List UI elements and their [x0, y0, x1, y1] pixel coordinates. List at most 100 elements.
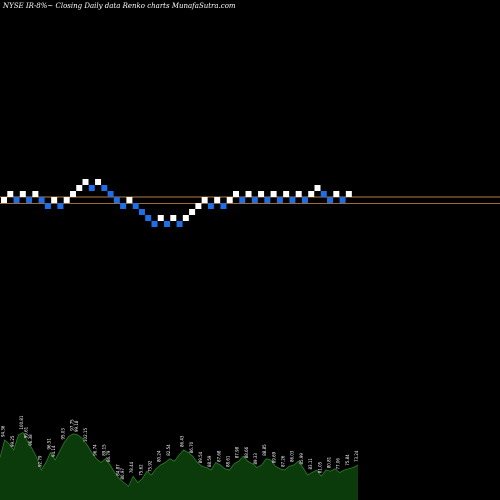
renko-brick: [1, 197, 7, 203]
volume-label: 75.92: [147, 460, 152, 472]
renko-brick: [120, 203, 127, 209]
volume-label: 86.79: [106, 450, 111, 462]
renko-brick: [19, 191, 26, 197]
volume-label: 86.03: [290, 450, 295, 462]
renko-brick: [51, 197, 58, 203]
volume-label: 88.59: [207, 455, 212, 467]
renko-brick: [69, 191, 76, 197]
renko-brick: [308, 191, 315, 197]
renko-brick: [195, 203, 202, 209]
renko-brick: [26, 197, 33, 203]
renko-brick: [251, 197, 258, 203]
volume-label: 80.97: [120, 468, 125, 480]
renko-brick: [151, 221, 158, 227]
renko-brick: [232, 191, 239, 197]
renko-brick: [270, 191, 277, 197]
renko-brick: [107, 191, 114, 197]
volume-label: 86.70: [189, 441, 194, 453]
renko-brick: [320, 191, 327, 197]
renko-brick: [239, 197, 246, 203]
volume-panel: [0, 431, 359, 500]
renko-brick: [32, 191, 39, 197]
renko-brick: [38, 197, 45, 203]
renko-brick: [264, 197, 271, 203]
volume-label: 96.74: [92, 444, 97, 456]
volume-label: 99.61: [24, 426, 29, 438]
volume-label: 97.75: [69, 419, 74, 431]
support-lines: [0, 196, 500, 205]
renko-brick: [76, 185, 83, 191]
renko-brick: [207, 203, 214, 209]
renko-brick: [44, 203, 51, 209]
volume-label: 86.43: [180, 435, 185, 447]
renko-brick: [345, 191, 352, 197]
renko-brick: [220, 203, 227, 209]
volume-label: 83.11: [308, 458, 313, 470]
renko-brick: [88, 185, 95, 191]
volume-label: 89.15: [102, 444, 107, 456]
volume-label: 89.69: [271, 451, 276, 463]
renko-brick: [226, 197, 233, 203]
renko-brick: [132, 203, 139, 209]
volume-label: 84.87: [115, 464, 120, 476]
volume-label: 95.03: [60, 428, 65, 440]
renko-brick: [101, 185, 108, 191]
volume-label: 81.05: [317, 461, 322, 473]
renko-brick: [138, 209, 145, 215]
renko-brick: [176, 221, 183, 227]
renko-brick: [126, 197, 133, 203]
renko-brick: [113, 197, 120, 203]
volume-label: 78.44: [129, 461, 134, 473]
volume-label: 92.79: [37, 455, 42, 467]
volume-label: 80.24: [157, 450, 162, 462]
volume-label: 82.54: [166, 444, 171, 456]
renko-brick: [13, 197, 20, 203]
renko-brick: [295, 191, 302, 197]
renko-brick: [333, 191, 340, 197]
volume-label: 88.61: [225, 455, 230, 467]
renko-brick: [314, 185, 321, 191]
volume-label: 94.14: [51, 445, 56, 457]
renko-brick: [339, 197, 346, 203]
renko-brick: [283, 191, 290, 197]
renko-brick: [7, 191, 14, 197]
volume-line: [0, 431, 359, 487]
volume-label: 88.66: [244, 446, 249, 458]
volume-label: 77.06: [336, 458, 341, 470]
volume-label: 87.26: [281, 455, 286, 467]
renko-brick: [182, 215, 189, 221]
volume-label: 75.84: [345, 454, 350, 466]
renko-brick: [214, 197, 221, 203]
volume-label: 73.24: [354, 450, 359, 462]
volume-label: 87.98: [235, 446, 240, 458]
renko-brick: [95, 179, 102, 185]
renko-brick: [301, 197, 308, 203]
volume-label: 89.54: [198, 451, 203, 463]
renko-brick: [63, 197, 70, 203]
chart-header: NYSE IR-8%~ Closing Daily data Renko cha…: [3, 2, 236, 10]
volume-label: 96.51: [46, 438, 51, 450]
renko-brick: [157, 215, 164, 221]
renko-brick: [57, 203, 64, 209]
renko-brick: [189, 209, 196, 215]
renko-brick: [82, 179, 89, 185]
renko-bricks: [1, 179, 352, 227]
volume-label: 75.62: [138, 464, 143, 476]
renko-brick: [170, 215, 177, 221]
renko-brick: [276, 197, 283, 203]
volume-label: 96.38: [28, 434, 33, 446]
volume-label: 88.85: [262, 444, 267, 456]
volume-label: 89.33: [253, 453, 258, 465]
volume-label: 80.81: [326, 456, 331, 468]
volume-label: 87.68: [216, 450, 221, 462]
renko-brick: [258, 191, 265, 197]
renko-brick: [201, 197, 208, 203]
volume-label: 99.18: [74, 420, 79, 432]
renko-brick: [289, 197, 296, 203]
renko-brick: [164, 221, 171, 227]
volume-label: 99.25: [10, 435, 15, 447]
renko-brick: [145, 215, 152, 221]
